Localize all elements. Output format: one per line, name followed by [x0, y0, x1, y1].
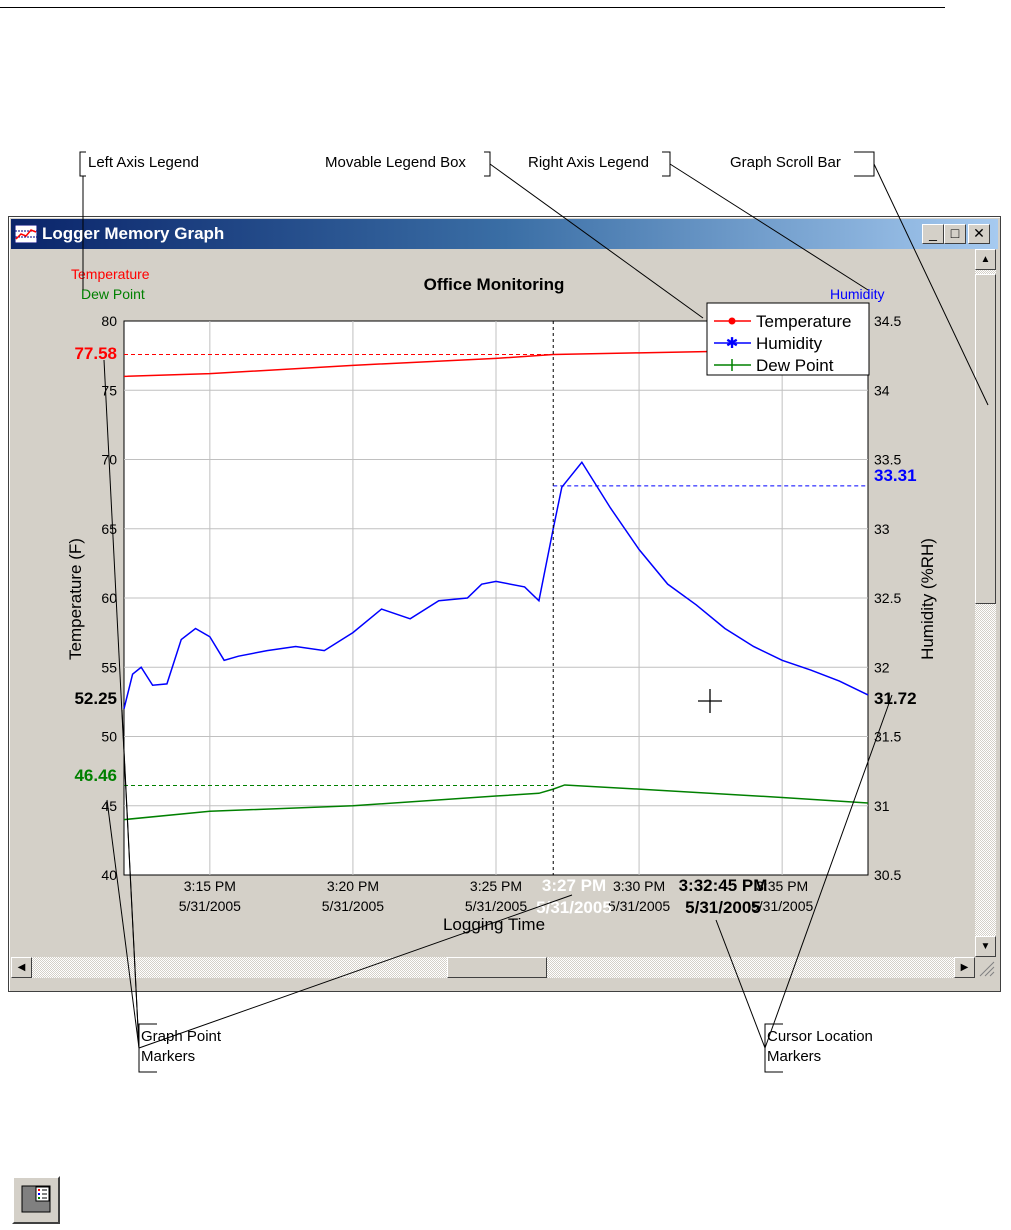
graph-window-icon [15, 225, 37, 243]
x-tick-label-time: 3:25 PM [470, 878, 522, 894]
graph-vertical-scroll-bar[interactable]: ▲ ▼ [975, 249, 996, 957]
callout-right-axis-legend: Right Axis Legend [528, 154, 649, 171]
window-title: Logger Memory Graph [42, 224, 225, 243]
scroll-right-button[interactable]: ▶ [954, 957, 975, 978]
resize-grip-icon [979, 961, 995, 977]
chart-svg[interactable]: 80 75 70 65 60 55 50 45 40 34.5 34 33.5 33 32.5 32 31.5… [11, 249, 975, 957]
right-tick-label: 32 [874, 659, 890, 675]
right-cursor-marker: 31.72 [874, 689, 917, 708]
callout-left-axis-legend: Left Axis Legend [88, 154, 199, 171]
asterisk-marker-icon: ✱ [726, 335, 739, 352]
minimize-icon: _ [929, 225, 937, 241]
movable-legend-box[interactable]: Temperature ✱ Humidity Dew Point [706, 302, 870, 376]
maximize-button[interactable]: □ [944, 224, 966, 244]
chart-title: Office Monitoring [424, 275, 565, 294]
horizontal-scroll-thumb[interactable] [447, 957, 547, 978]
x-tick-label-date: 5/31/2005 [179, 898, 241, 914]
right-tick-label: 31.5 [874, 729, 901, 745]
left-axis-title: Temperature (F) [66, 538, 85, 660]
left-axis-legend-dew-point: Dew Point [81, 286, 145, 302]
cursor-time-marker-time: 3:32:45 PM [679, 876, 768, 895]
graph-horizontal-scroll-bar[interactable]: ◀ ▶ [11, 957, 975, 978]
graph-area[interactable]: 80 75 70 65 60 55 50 45 40 34.5 34 33.5 33 32.5 32 31.5… [11, 249, 975, 957]
arrow-left-icon: ◀ [17, 962, 26, 973]
scroll-left-button[interactable]: ◀ [11, 957, 32, 978]
point-time-marker-time: 3:27 PM [542, 876, 606, 895]
window-titlebar[interactable]: Logger Memory Graph _ □ ✕ [11, 219, 998, 249]
legend-entry-temperature: Temperature [714, 312, 851, 331]
callout-graph-point-markers-line1: Graph Point [141, 1028, 222, 1045]
legend-entry-dew-point: Dew Point [714, 356, 834, 375]
left-tick-label: 75 [101, 382, 117, 398]
legend-label-dew-point: Dew Point [756, 356, 834, 375]
left-tick-label: 40 [101, 867, 117, 883]
right-tick-label: 33 [874, 521, 890, 537]
maximize-icon: □ [950, 225, 960, 241]
scroll-up-button[interactable]: ▲ [975, 249, 996, 270]
resize-grip[interactable] [975, 957, 996, 978]
left-tick-label: 45 [101, 798, 117, 814]
left-tick-label: 55 [101, 659, 117, 675]
vertical-scroll-thumb[interactable] [975, 274, 996, 604]
x-tick-label-date: 5/31/2005 [608, 898, 670, 914]
legend-entry-humidity: ✱ Humidity [714, 334, 823, 353]
x-axis-title: Logging Time [443, 915, 545, 934]
callout-cursor-location-markers-line1: Cursor Location [767, 1028, 873, 1045]
dew-point-point-marker: 46.46 [74, 766, 117, 785]
point-time-marker-date: 5/31/2005 [536, 898, 612, 917]
x-tick-label-date: 5/31/2005 [322, 898, 384, 914]
x-tick-label-date: 5/31/2005 [465, 898, 527, 914]
legend-toggle-icon [21, 1185, 51, 1213]
callout-cursor-location-markers-line2: Markers [767, 1048, 822, 1065]
marker-overlays [124, 321, 868, 875]
logger-memory-graph-window: Logger Memory Graph _ □ ✕ 80 75 70 65 60 55 50… [8, 216, 1001, 992]
crosshair-cursor-icon [698, 689, 722, 713]
left-tick-label: 80 [101, 313, 117, 329]
cursor-time-marker-date: 5/31/2005 [685, 898, 761, 917]
graph-toolbar-icon[interactable] [12, 1176, 60, 1224]
arrow-down-icon: ▼ [980, 941, 991, 952]
series-line-dew-point [123, 784, 869, 821]
callout-graph-scroll-bar: Graph Scroll Bar [730, 154, 841, 171]
callout-cursor-location-markers: Cursor Location Markers [767, 1027, 873, 1067]
left-tick-label: 70 [101, 452, 117, 468]
right-tick-label: 34 [874, 382, 890, 398]
legend-label-temperature: Temperature [756, 312, 851, 331]
series-line-humidity [123, 460, 869, 709]
right-axis-legend-humidity: Humidity [830, 286, 884, 302]
x-tick-label-time: 3:15 PM [184, 878, 236, 894]
right-tick-label: 32.5 [874, 590, 901, 606]
left-cursor-marker: 52.25 [74, 689, 117, 708]
x-tick-label-time: 3:30 PM [613, 878, 665, 894]
arrow-right-icon: ▶ [960, 962, 969, 973]
left-tick-label: 65 [101, 521, 117, 537]
right-tick-label: 33.5 [874, 452, 901, 468]
temperature-point-marker: 77.58 [74, 344, 117, 363]
legend-label-humidity: Humidity [756, 334, 823, 353]
right-tick-label: 30.5 [874, 867, 901, 883]
right-tick-label: 31 [874, 798, 890, 814]
minimize-button[interactable]: _ [922, 224, 944, 244]
x-tick-label-time: 3:20 PM [327, 878, 379, 894]
callout-graph-point-markers-line2: Markers [141, 1048, 196, 1065]
close-icon: ✕ [973, 225, 985, 241]
left-axis-legend-temperature: Temperature [71, 266, 150, 282]
humidity-point-marker: 33.31 [874, 466, 917, 485]
top-rule [0, 7, 945, 8]
scroll-down-button[interactable]: ▼ [975, 936, 996, 957]
callout-graph-point-markers: Graph Point Markers [141, 1027, 221, 1067]
close-button[interactable]: ✕ [968, 224, 990, 244]
arrow-up-icon: ▲ [980, 254, 991, 265]
callout-movable-legend-box: Movable Legend Box [325, 154, 466, 171]
right-axis-title: Humidity (%RH) [918, 538, 937, 660]
left-tick-label: 50 [101, 729, 117, 745]
left-tick-label: 60 [101, 590, 117, 606]
right-tick-label: 34.5 [874, 313, 901, 329]
